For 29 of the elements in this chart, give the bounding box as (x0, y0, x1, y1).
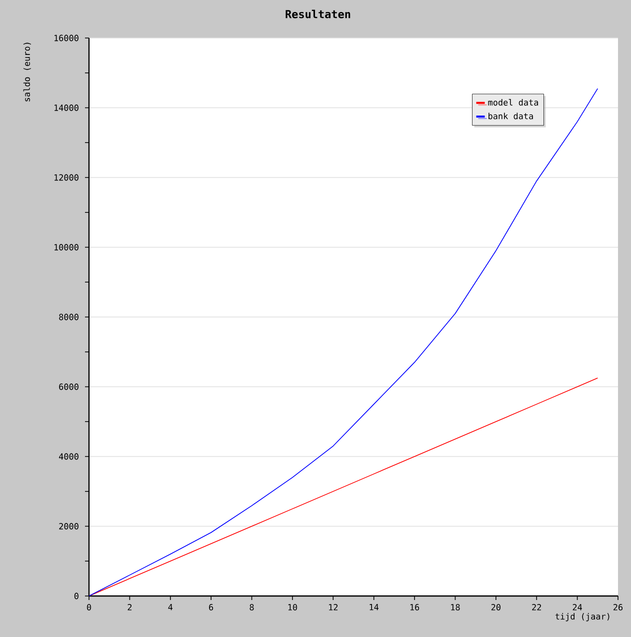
legend-label: bank data (488, 112, 533, 120)
y-tick-label: 6000 (59, 384, 78, 390)
x-tick-label: 10 (288, 604, 298, 610)
y-tick-label: 8000 (59, 314, 78, 320)
y-tick-label: 10000 (54, 244, 78, 250)
x-tick-label: 26 (614, 604, 623, 610)
x-tick-label: 4 (168, 604, 173, 610)
y-tick-label: 12000 (54, 174, 78, 181)
y-tick-label: 16000 (54, 34, 78, 42)
x-tick-label: 0 (86, 604, 91, 610)
x-tick-label: 24 (572, 604, 582, 610)
y-tick-label: 2000 (59, 523, 78, 530)
legend-label: model data (488, 98, 538, 106)
x-tick-label: 8 (250, 604, 254, 610)
x-tick-label: 18 (451, 604, 460, 610)
x-tick-label: 22 (532, 604, 541, 610)
y-tick-label: 14000 (54, 104, 78, 111)
x-axis-title: tijd (jaar) (555, 613, 610, 622)
y-tick-label: 4000 (59, 453, 78, 460)
x-tick-label: 16 (410, 604, 420, 610)
y-tick-label: 0 (74, 592, 78, 600)
chart-title: Resultaten (286, 10, 350, 18)
x-tick-label: 6 (209, 604, 214, 610)
x-tick-label: 2 (128, 604, 132, 610)
x-tick-label: 12 (329, 604, 338, 610)
x-tick-label: 14 (370, 604, 379, 610)
line-series (89, 88, 598, 596)
x-tick-label: 20 (491, 604, 500, 610)
y-axis-title: saldo (euro) (23, 42, 31, 102)
